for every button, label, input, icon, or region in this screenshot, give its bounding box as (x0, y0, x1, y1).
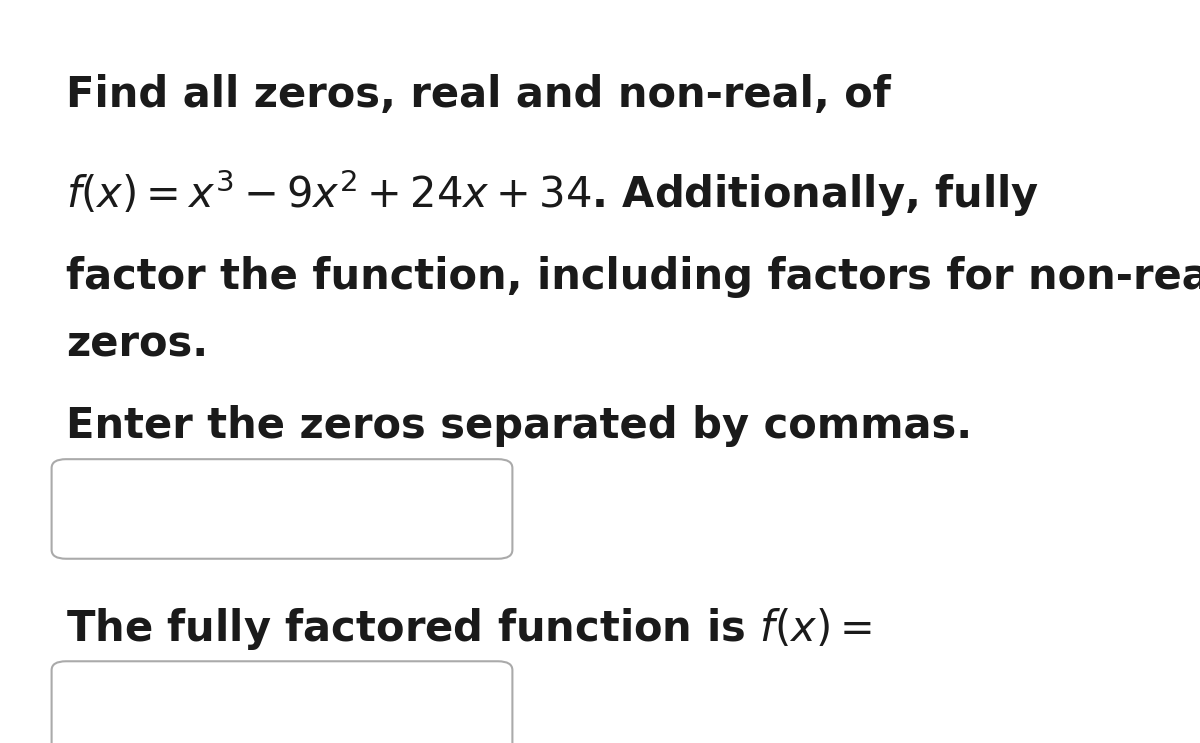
Text: The fully factored function is $f(x) =$: The fully factored function is $f(x) =$ (66, 606, 871, 652)
FancyBboxPatch shape (52, 661, 512, 743)
Text: zeros.: zeros. (66, 323, 208, 366)
Text: $f(x) = x^3 - 9x^2 + 24x + 34$. Additionally, fully: $f(x) = x^3 - 9x^2 + 24x + 34$. Addition… (66, 167, 1039, 218)
FancyBboxPatch shape (52, 459, 512, 559)
Text: Find all zeros, real and non-real, of: Find all zeros, real and non-real, of (66, 74, 890, 117)
Text: Enter the zeros separated by commas.: Enter the zeros separated by commas. (66, 405, 972, 447)
Text: factor the function, including factors for non-real: factor the function, including factors f… (66, 256, 1200, 299)
